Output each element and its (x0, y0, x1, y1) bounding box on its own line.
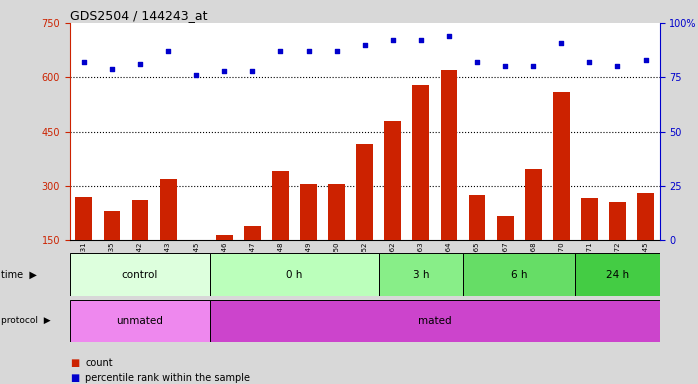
Bar (244, 225, 261, 294)
Bar (75, 197, 92, 294)
Bar (103, 211, 120, 294)
Bar (553, 92, 570, 294)
Bar (463, 253, 575, 296)
Text: 6 h: 6 h (511, 270, 528, 280)
Bar (300, 184, 317, 294)
Bar (413, 84, 429, 294)
Bar (440, 70, 457, 294)
Point (415, 37, 426, 43)
Bar (468, 195, 486, 294)
Point (528, 63, 539, 70)
Point (612, 63, 623, 70)
Point (303, 48, 314, 54)
Point (218, 68, 230, 74)
Text: 3 h: 3 h (413, 270, 429, 280)
Point (275, 48, 286, 54)
Point (500, 63, 511, 70)
Text: count: count (85, 358, 113, 368)
Text: protocol  ▶: protocol ▶ (1, 316, 51, 325)
Point (387, 37, 399, 43)
Point (106, 66, 117, 72)
Point (471, 59, 482, 65)
Text: GDS2504 / 144243_at: GDS2504 / 144243_at (70, 9, 207, 22)
Point (331, 48, 342, 54)
Bar (160, 179, 177, 294)
Text: 24 h: 24 h (606, 270, 629, 280)
Bar (385, 121, 401, 294)
Bar (210, 300, 660, 342)
Text: unmated: unmated (117, 316, 163, 326)
Bar (356, 144, 373, 294)
Point (640, 57, 651, 63)
Bar (216, 235, 232, 294)
Point (443, 33, 454, 39)
Bar (581, 199, 597, 294)
Point (135, 61, 146, 67)
Bar (70, 300, 210, 342)
Bar (210, 253, 379, 296)
Text: ■: ■ (70, 358, 79, 368)
Text: time  ▶: time ▶ (1, 270, 37, 280)
Text: 0 h: 0 h (286, 270, 303, 280)
Point (359, 42, 371, 48)
Text: control: control (122, 270, 158, 280)
Point (556, 40, 567, 46)
Point (78, 59, 89, 65)
Point (191, 72, 202, 78)
Bar (575, 253, 660, 296)
Text: mated: mated (418, 316, 452, 326)
Point (163, 48, 174, 54)
Bar (272, 171, 289, 294)
Bar (132, 200, 149, 294)
Bar (497, 217, 514, 294)
Bar (328, 184, 345, 294)
Bar (525, 169, 542, 294)
Bar (379, 253, 463, 296)
Bar (188, 241, 205, 294)
Point (247, 68, 258, 74)
Point (584, 59, 595, 65)
Bar (70, 253, 210, 296)
Text: percentile rank within the sample: percentile rank within the sample (85, 373, 250, 383)
Bar (609, 202, 626, 294)
Bar (637, 193, 654, 294)
Text: ■: ■ (70, 373, 79, 383)
